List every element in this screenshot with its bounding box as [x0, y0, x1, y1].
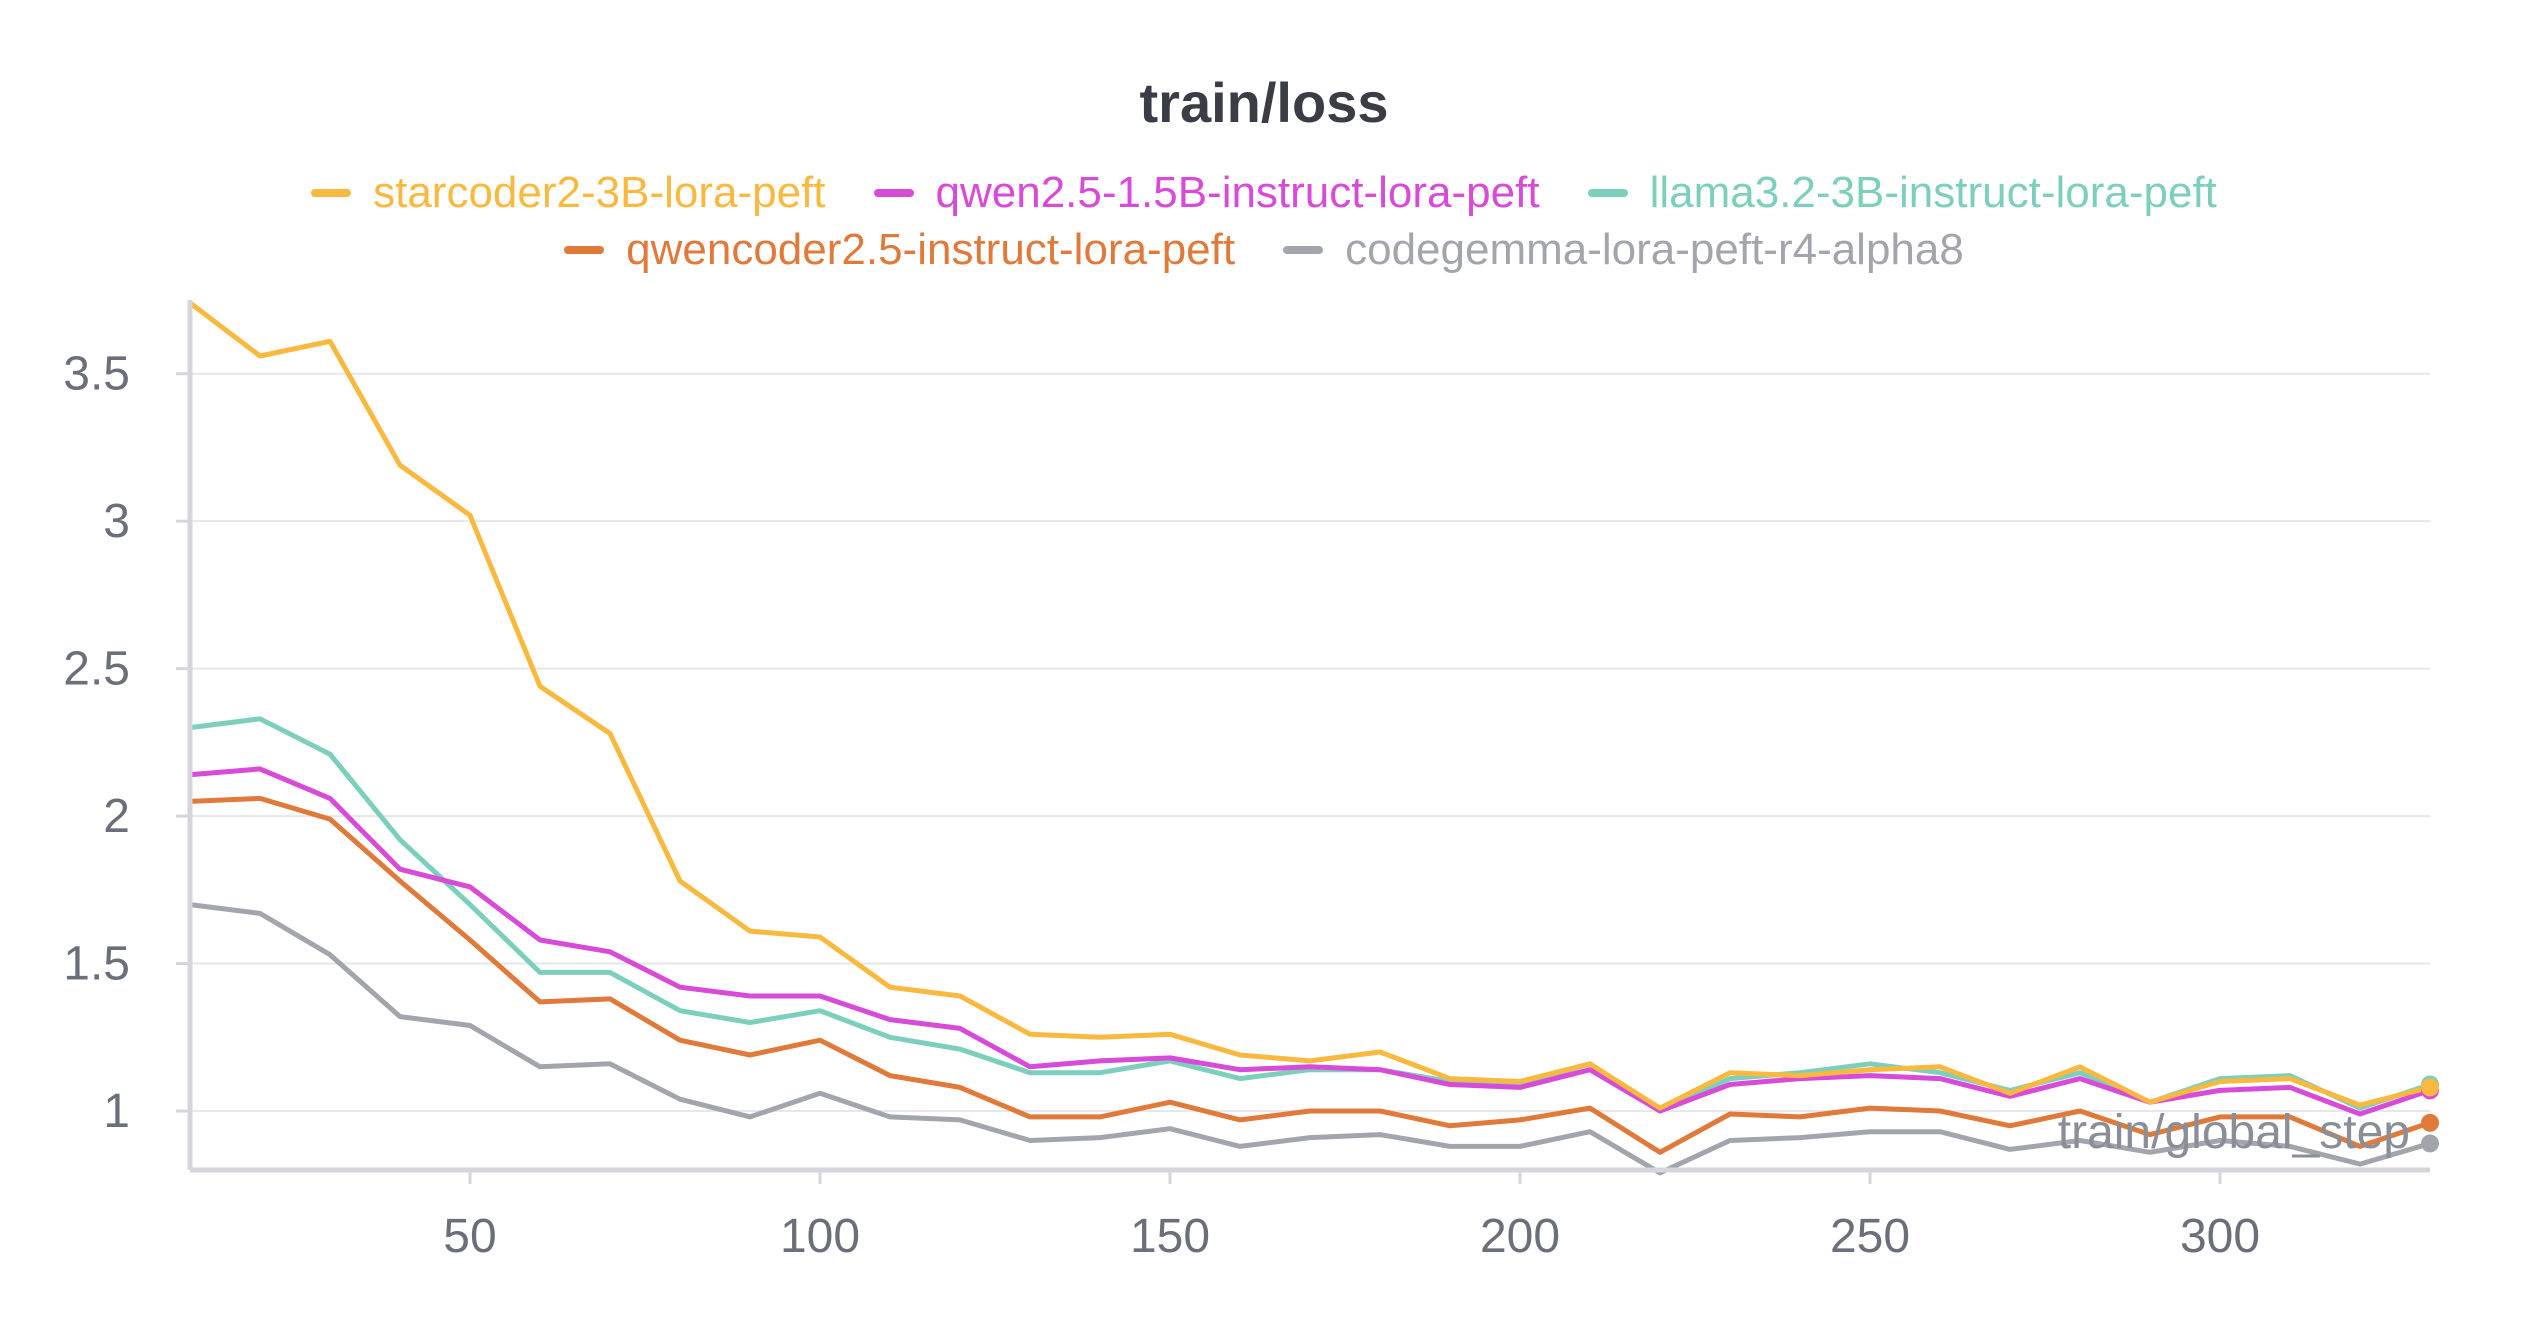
series-endpoint-4 [2421, 1134, 2439, 1153]
y-tick-label: 1.5 [63, 938, 130, 991]
x-tick-label: 200 [1480, 1210, 1560, 1263]
series-line-0[interactable] [187, 300, 2433, 1111]
y-tick-label: 2.5 [63, 643, 130, 696]
legend-swatch-qwencoder2.5 [564, 246, 605, 254]
x-tick-label: 100 [780, 1210, 860, 1263]
x-tick-label: 150 [1130, 1210, 1210, 1263]
x-tick-label: 300 [2180, 1210, 2260, 1263]
legend-label-qwen2.5: qwen2.5-1.5B-instruct-lora-peft [935, 168, 1540, 217]
legend-label-codegemma: codegemma-lora-peft-r4-alpha8 [1345, 225, 1964, 274]
series-line-1[interactable] [187, 766, 2433, 1117]
series-line-3[interactable] [187, 795, 2433, 1155]
legend-label-starcoder2: starcoder2-3B-lora-peft [373, 168, 826, 217]
series-line-2[interactable] [187, 716, 2433, 1114]
legend-item-starcoder2[interactable]: starcoder2-3B-lora-peft [311, 165, 826, 221]
legend-item-codegemma[interactable]: codegemma-lora-peft-r4-alpha8 [1283, 222, 1964, 278]
legend-item-qwencoder2.5[interactable]: qwencoder2.5-instruct-lora-peft [564, 222, 1235, 278]
legend-swatch-codegemma [1283, 246, 1324, 254]
series-line-4[interactable] [187, 902, 2433, 1176]
y-tick-label: 1 [103, 1085, 130, 1138]
legend-swatch-starcoder2 [311, 189, 352, 197]
legend-label-llama3.2: llama3.2-3B-instruct-lora-peft [1649, 168, 2217, 217]
series-endpoints [2421, 1075, 2439, 1153]
legend-swatch-qwen2.5 [873, 189, 914, 197]
y-tick-labels: 1 1.5 2 2.5 3 3.5 [63, 348, 190, 1138]
legend-label-qwencoder2.5: qwencoder2.5-instruct-lora-peft [626, 225, 1236, 274]
y-tick-label: 2 [103, 790, 130, 843]
legend-swatch-llama3.2 [1587, 189, 1628, 197]
legend-item-qwen2.5[interactable]: qwen2.5-1.5B-instruct-lora-peft [873, 165, 1540, 221]
series-endpoint-3 [2421, 1113, 2439, 1132]
x-tick-label: 250 [1830, 1210, 1910, 1263]
grid-lines [190, 372, 2430, 1113]
legend-row-2: qwencoder2.5-instruct-lora-peft codegemm… [0, 222, 2528, 278]
x-axis-label: train/global_step [2058, 1106, 2410, 1159]
chart-title: train/loss [1139, 71, 1389, 134]
legend-item-llama3.2[interactable]: llama3.2-3B-instruct-lora-peft [1587, 165, 2217, 221]
x-tick-label: 50 [443, 1210, 496, 1263]
series-lines [187, 300, 2433, 1176]
x-tick-labels: 50 100 150 200 250 300 [443, 1170, 2260, 1263]
series-endpoint-0 [2421, 1078, 2439, 1097]
legend-row-1: starcoder2-3B-lora-peft qwen2.5-1.5B-ins… [0, 165, 2528, 221]
y-tick-label: 3 [103, 495, 130, 548]
y-tick-label: 3.5 [63, 348, 130, 401]
